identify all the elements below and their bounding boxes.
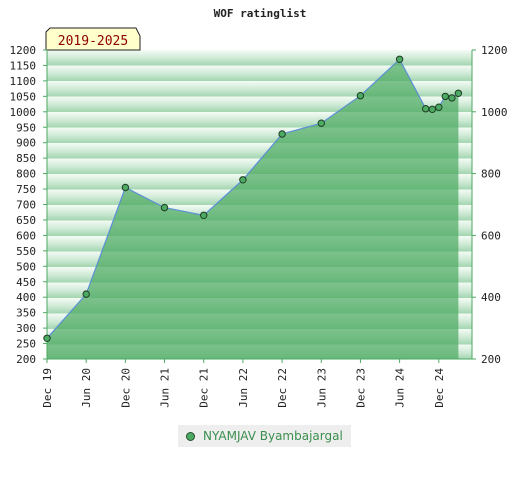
y-tick-label-left: 400: [16, 291, 36, 304]
x-tick-label: Dec 24: [433, 368, 446, 408]
data-point[interactable]: [43, 334, 51, 342]
y-tick-label-right: 1200: [481, 44, 508, 57]
y-tick-label-right: 400: [481, 291, 501, 304]
y-tick-label-left: 300: [16, 322, 36, 335]
y-tick-label-right: 800: [481, 168, 501, 181]
x-tick-label: Jun 21: [159, 368, 172, 408]
legend-marker: [186, 431, 195, 441]
data-point[interactable]: [121, 183, 130, 192]
y-tick-label-left: 1200: [10, 44, 37, 57]
y-tick-label-left: 350: [16, 307, 36, 320]
y-tick-label-left: 1000: [10, 106, 37, 119]
data-point[interactable]: [422, 105, 430, 113]
y-tick-label-left: 550: [16, 245, 36, 258]
y-tick-label-left: 600: [16, 229, 36, 242]
y-tick-label-left: 200: [16, 353, 36, 366]
background-band: [47, 50, 472, 66]
data-point[interactable]: [448, 94, 456, 102]
y-tick-label-left: 700: [16, 199, 36, 212]
data-point[interactable]: [200, 211, 208, 220]
x-tick-label: Dec 21: [198, 368, 211, 408]
y-tick-label-left: 1100: [10, 75, 37, 88]
x-tick-label: Jun 23: [315, 368, 328, 408]
y-tick-label-left: 900: [16, 137, 36, 150]
x-tick-label: Dec 19: [41, 368, 54, 408]
y-tick-label-left: 250: [16, 338, 36, 351]
y-tick-label-left: 1050: [10, 90, 37, 103]
y-tick-label-left: 750: [16, 183, 36, 196]
y-tick-label-left: 950: [16, 121, 36, 134]
chart-title: WOF ratinglist: [214, 7, 307, 20]
series-line: [46, 58, 459, 339]
data-point[interactable]: [441, 92, 449, 101]
data-point[interactable]: [356, 92, 365, 100]
data-point[interactable]: [239, 176, 247, 184]
period-badge: 2019-2025: [45, 27, 141, 51]
x-tick-label: Dec 23: [354, 368, 367, 408]
data-point[interactable]: [395, 55, 404, 63]
period-badge-label: 2019-2025: [58, 34, 128, 49]
series-area: [47, 59, 459, 360]
data-point[interactable]: [82, 290, 90, 298]
y-tick-label-left: 500: [16, 260, 36, 273]
y-tick-label-left: 800: [16, 168, 36, 181]
y-tick-label-right: 200: [481, 353, 501, 366]
x-tick-label: Jun 24: [394, 368, 407, 408]
y-tick-label-right: 600: [481, 229, 501, 242]
legend: NYAMJAV Byambajargal: [178, 425, 351, 447]
data-point[interactable]: [454, 89, 463, 98]
legend-label-series: NYAMJAV Byambajargal: [203, 429, 343, 443]
data-point[interactable]: [160, 203, 169, 212]
x-tick-label: Dec 22: [276, 368, 289, 408]
data-point[interactable]: [278, 130, 286, 138]
y-tick-label-left: 650: [16, 214, 36, 227]
y-tick-label-left: 450: [16, 276, 36, 289]
x-tick-label: Jun 22: [237, 368, 250, 408]
background-band: [47, 65, 472, 82]
x-tick-label: Jun 20: [80, 368, 93, 408]
y-tick-label-right: 1000: [481, 106, 508, 119]
data-point[interactable]: [435, 103, 443, 111]
data-point[interactable]: [428, 105, 436, 114]
data-point[interactable]: [317, 119, 325, 127]
y-tick-label-left: 850: [16, 152, 36, 165]
x-tick-label: Dec 20: [119, 368, 132, 408]
y-tick-label-left: 1150: [10, 59, 37, 72]
